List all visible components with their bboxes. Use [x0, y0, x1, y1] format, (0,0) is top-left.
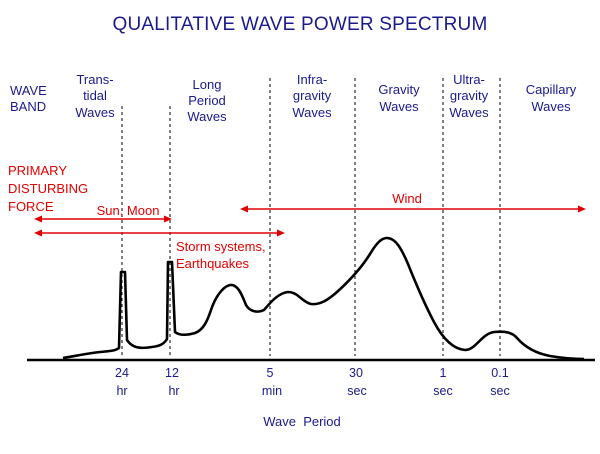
band-capillary: Capillary Waves	[526, 82, 577, 114]
tick-value: 0.1	[491, 366, 508, 380]
primary-force-label-line: FORCE	[8, 199, 54, 214]
band-ultragravity: Ultra- gravity Waves	[449, 72, 489, 120]
force-wind-label: Wind	[392, 191, 422, 206]
band-infragravity-line: Waves	[292, 105, 332, 120]
band-ultragravity-line: Ultra-	[453, 72, 485, 87]
tick-unit: sec	[347, 384, 366, 398]
force-storm-label: Earthquakes	[176, 256, 249, 271]
band-transtidal-line: tidal	[83, 88, 107, 103]
band-infragravity-line: gravity	[293, 88, 332, 103]
band-long-period: Long Period Waves	[187, 77, 227, 124]
band-gravity-line: Waves	[379, 99, 419, 114]
tick-value: 1	[440, 366, 447, 380]
force-arrows	[34, 205, 586, 237]
tick-30sec: 30 sec	[347, 366, 366, 398]
force-sun-moon-label: Sun, Moon	[97, 203, 160, 218]
force-arrow-wind	[240, 205, 586, 213]
band-gravity-line: Gravity	[378, 82, 420, 97]
tick-unit: hr	[168, 384, 179, 398]
tick-24hr: 24 hr	[115, 366, 129, 398]
x-axis-label: Wave Period	[263, 414, 341, 429]
tick-1sec: 1 sec	[433, 366, 452, 398]
band-capillary-line: Waves	[531, 99, 571, 114]
tick-value: 12	[165, 366, 179, 380]
band-transtidal-line: Waves	[75, 105, 115, 120]
band-gravity: Gravity Waves	[378, 82, 420, 114]
tick-unit: sec	[490, 384, 509, 398]
spectrum-curve	[62, 236, 585, 361]
tick-0-1sec: 0.1 sec	[490, 366, 509, 398]
tick-unit: hr	[116, 384, 127, 398]
band-ultragravity-line: gravity	[450, 88, 489, 103]
tick-unit: min	[262, 384, 282, 398]
force-storm-label: Storm systems,	[176, 239, 266, 254]
tick-12hr: 12 hr	[165, 366, 180, 398]
band-transtidal: Trans- tidal Waves	[75, 72, 115, 120]
primary-force-label-line: PRIMARY	[8, 163, 67, 178]
band-infragravity-line: Infra-	[297, 72, 327, 87]
tick-5min: 5 min	[262, 366, 282, 398]
band-long-period-line: Waves	[187, 109, 227, 124]
tick-unit: sec	[433, 384, 452, 398]
force-arrow-storm	[34, 229, 285, 237]
band-capillary-line: Capillary	[526, 82, 577, 97]
tick-value: 5	[267, 366, 274, 380]
band-long-period-line: Period	[188, 93, 226, 108]
primary-force-label-line: DISTURBING	[8, 181, 88, 196]
force-arrow-sun-moon	[34, 215, 172, 223]
band-transtidal-line: Trans-	[76, 72, 113, 87]
wave-band-label-line: BAND	[10, 99, 46, 114]
tick-value: 30	[349, 366, 363, 380]
band-dividers	[121, 78, 501, 356]
band-ultragravity-line: Waves	[449, 105, 489, 120]
diagram-title: QUALITATIVE WAVE POWER SPECTRUM	[113, 14, 488, 35]
primary-force-label: PRIMARY DISTURBING FORCE	[8, 163, 88, 214]
band-infragravity: Infra- gravity Waves	[292, 72, 332, 120]
wave-band-label-line: WAVE	[10, 83, 47, 98]
tick-value: 24	[115, 366, 129, 380]
wave-band-label: WAVE BAND	[10, 83, 47, 114]
band-long-period-line: Long	[193, 77, 222, 92]
